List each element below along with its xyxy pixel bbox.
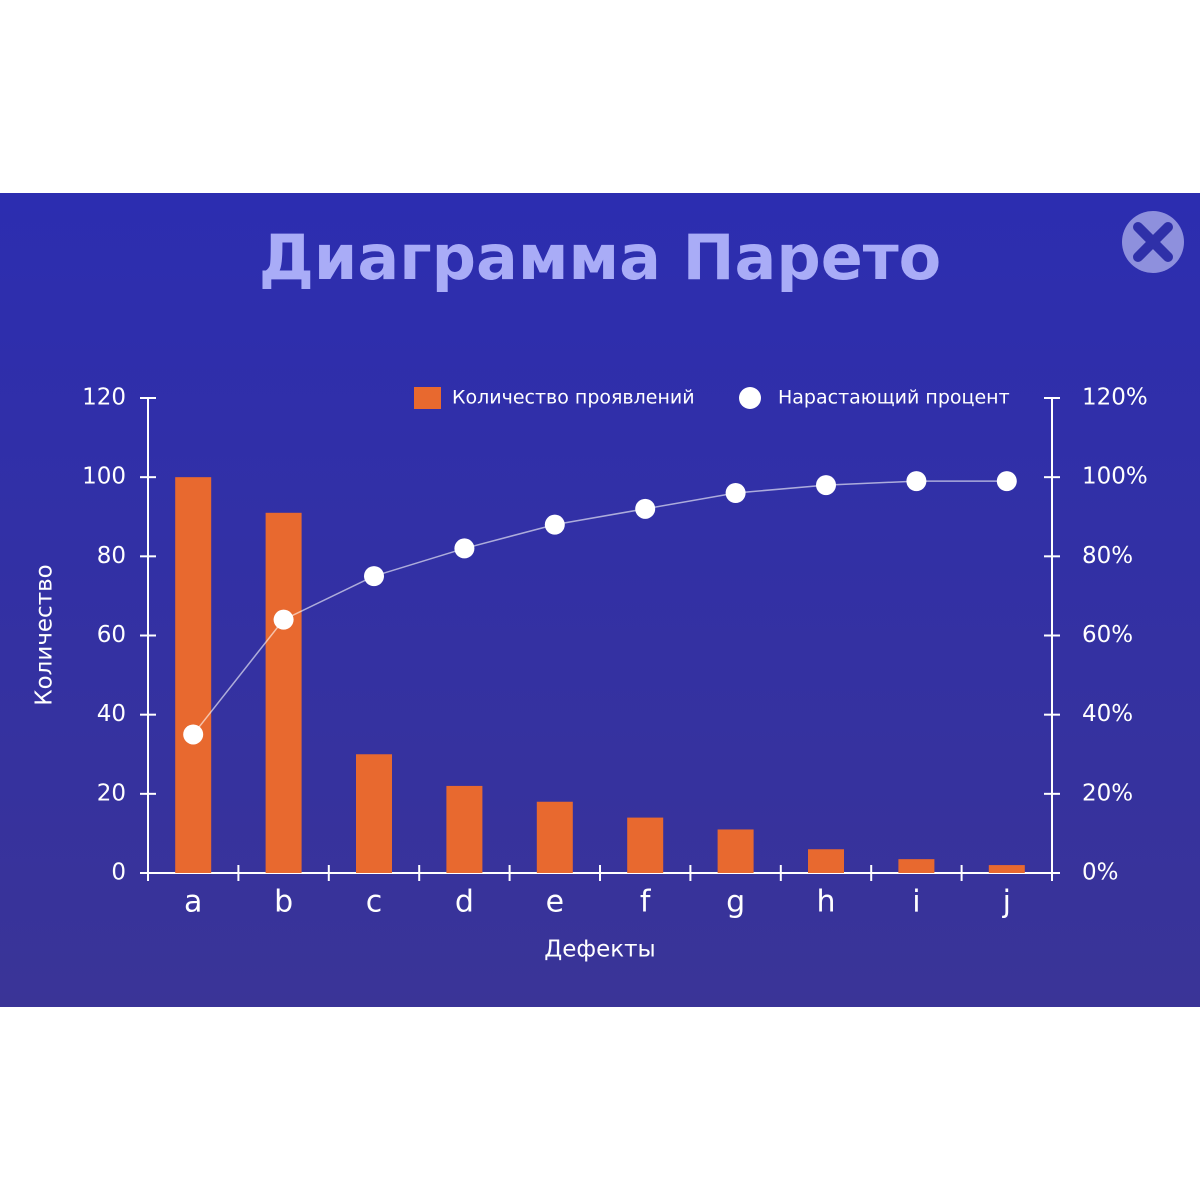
y-axis-label: Количество [32, 564, 58, 705]
y2-tick-label: 0% [1082, 860, 1119, 886]
legend-label: Количество проявлений [452, 387, 695, 409]
y-tick-label: 80 [97, 543, 126, 569]
bar [717, 829, 754, 873]
point [364, 566, 384, 587]
y-tick-label: 20 [97, 780, 126, 806]
point [996, 471, 1017, 492]
bar [175, 477, 212, 873]
y-tick-label: 0 [111, 860, 126, 886]
point [725, 483, 746, 503]
y-tick-label: 120 [82, 385, 126, 411]
x-tick-label: i [912, 885, 920, 920]
bar [808, 849, 844, 873]
y-tick-label: 60 [97, 622, 126, 648]
x-tick-label: g [726, 885, 745, 920]
x-axis-label: Дефекты [544, 937, 655, 963]
y2-tick-label: 100% [1082, 464, 1148, 490]
y2-tick-label: 120% [1082, 385, 1148, 411]
y-tick-label: 100 [82, 464, 126, 490]
x-tick-label: a [184, 885, 202, 920]
y2-tick-label: 80% [1082, 543, 1133, 569]
point [183, 724, 204, 745]
point [635, 498, 656, 519]
point [273, 609, 294, 630]
bar [898, 859, 935, 873]
y2-tick-label: 40% [1082, 701, 1133, 727]
x-tick-label: j [1002, 885, 1011, 920]
bar [988, 865, 1025, 873]
line [192, 480, 1007, 735]
close-button[interactable] [1122, 211, 1184, 273]
bar [536, 801, 573, 873]
bar [627, 817, 664, 873]
legend-swatch [414, 387, 441, 409]
x-tick-label: b [274, 885, 293, 920]
point [454, 538, 475, 559]
chart-title: Диаграмма Парето [259, 221, 942, 294]
x-tick-label: d [455, 885, 474, 920]
bar [265, 512, 302, 873]
bar [446, 785, 483, 873]
legend-label: Нарастающий процент [778, 387, 1010, 409]
point [906, 471, 927, 492]
legend-swatch [739, 387, 761, 409]
x-tick-label: e [546, 885, 564, 920]
y2-tick-label: 20% [1082, 780, 1133, 806]
x-tick-label: c [366, 885, 383, 920]
point [544, 514, 565, 535]
bar [356, 754, 392, 873]
y2-tick-label: 60% [1082, 622, 1133, 648]
x-tick-label: h [816, 885, 835, 920]
point [816, 475, 836, 496]
y-tick-label: 40 [97, 701, 126, 727]
x-tick-label: f [640, 885, 652, 920]
